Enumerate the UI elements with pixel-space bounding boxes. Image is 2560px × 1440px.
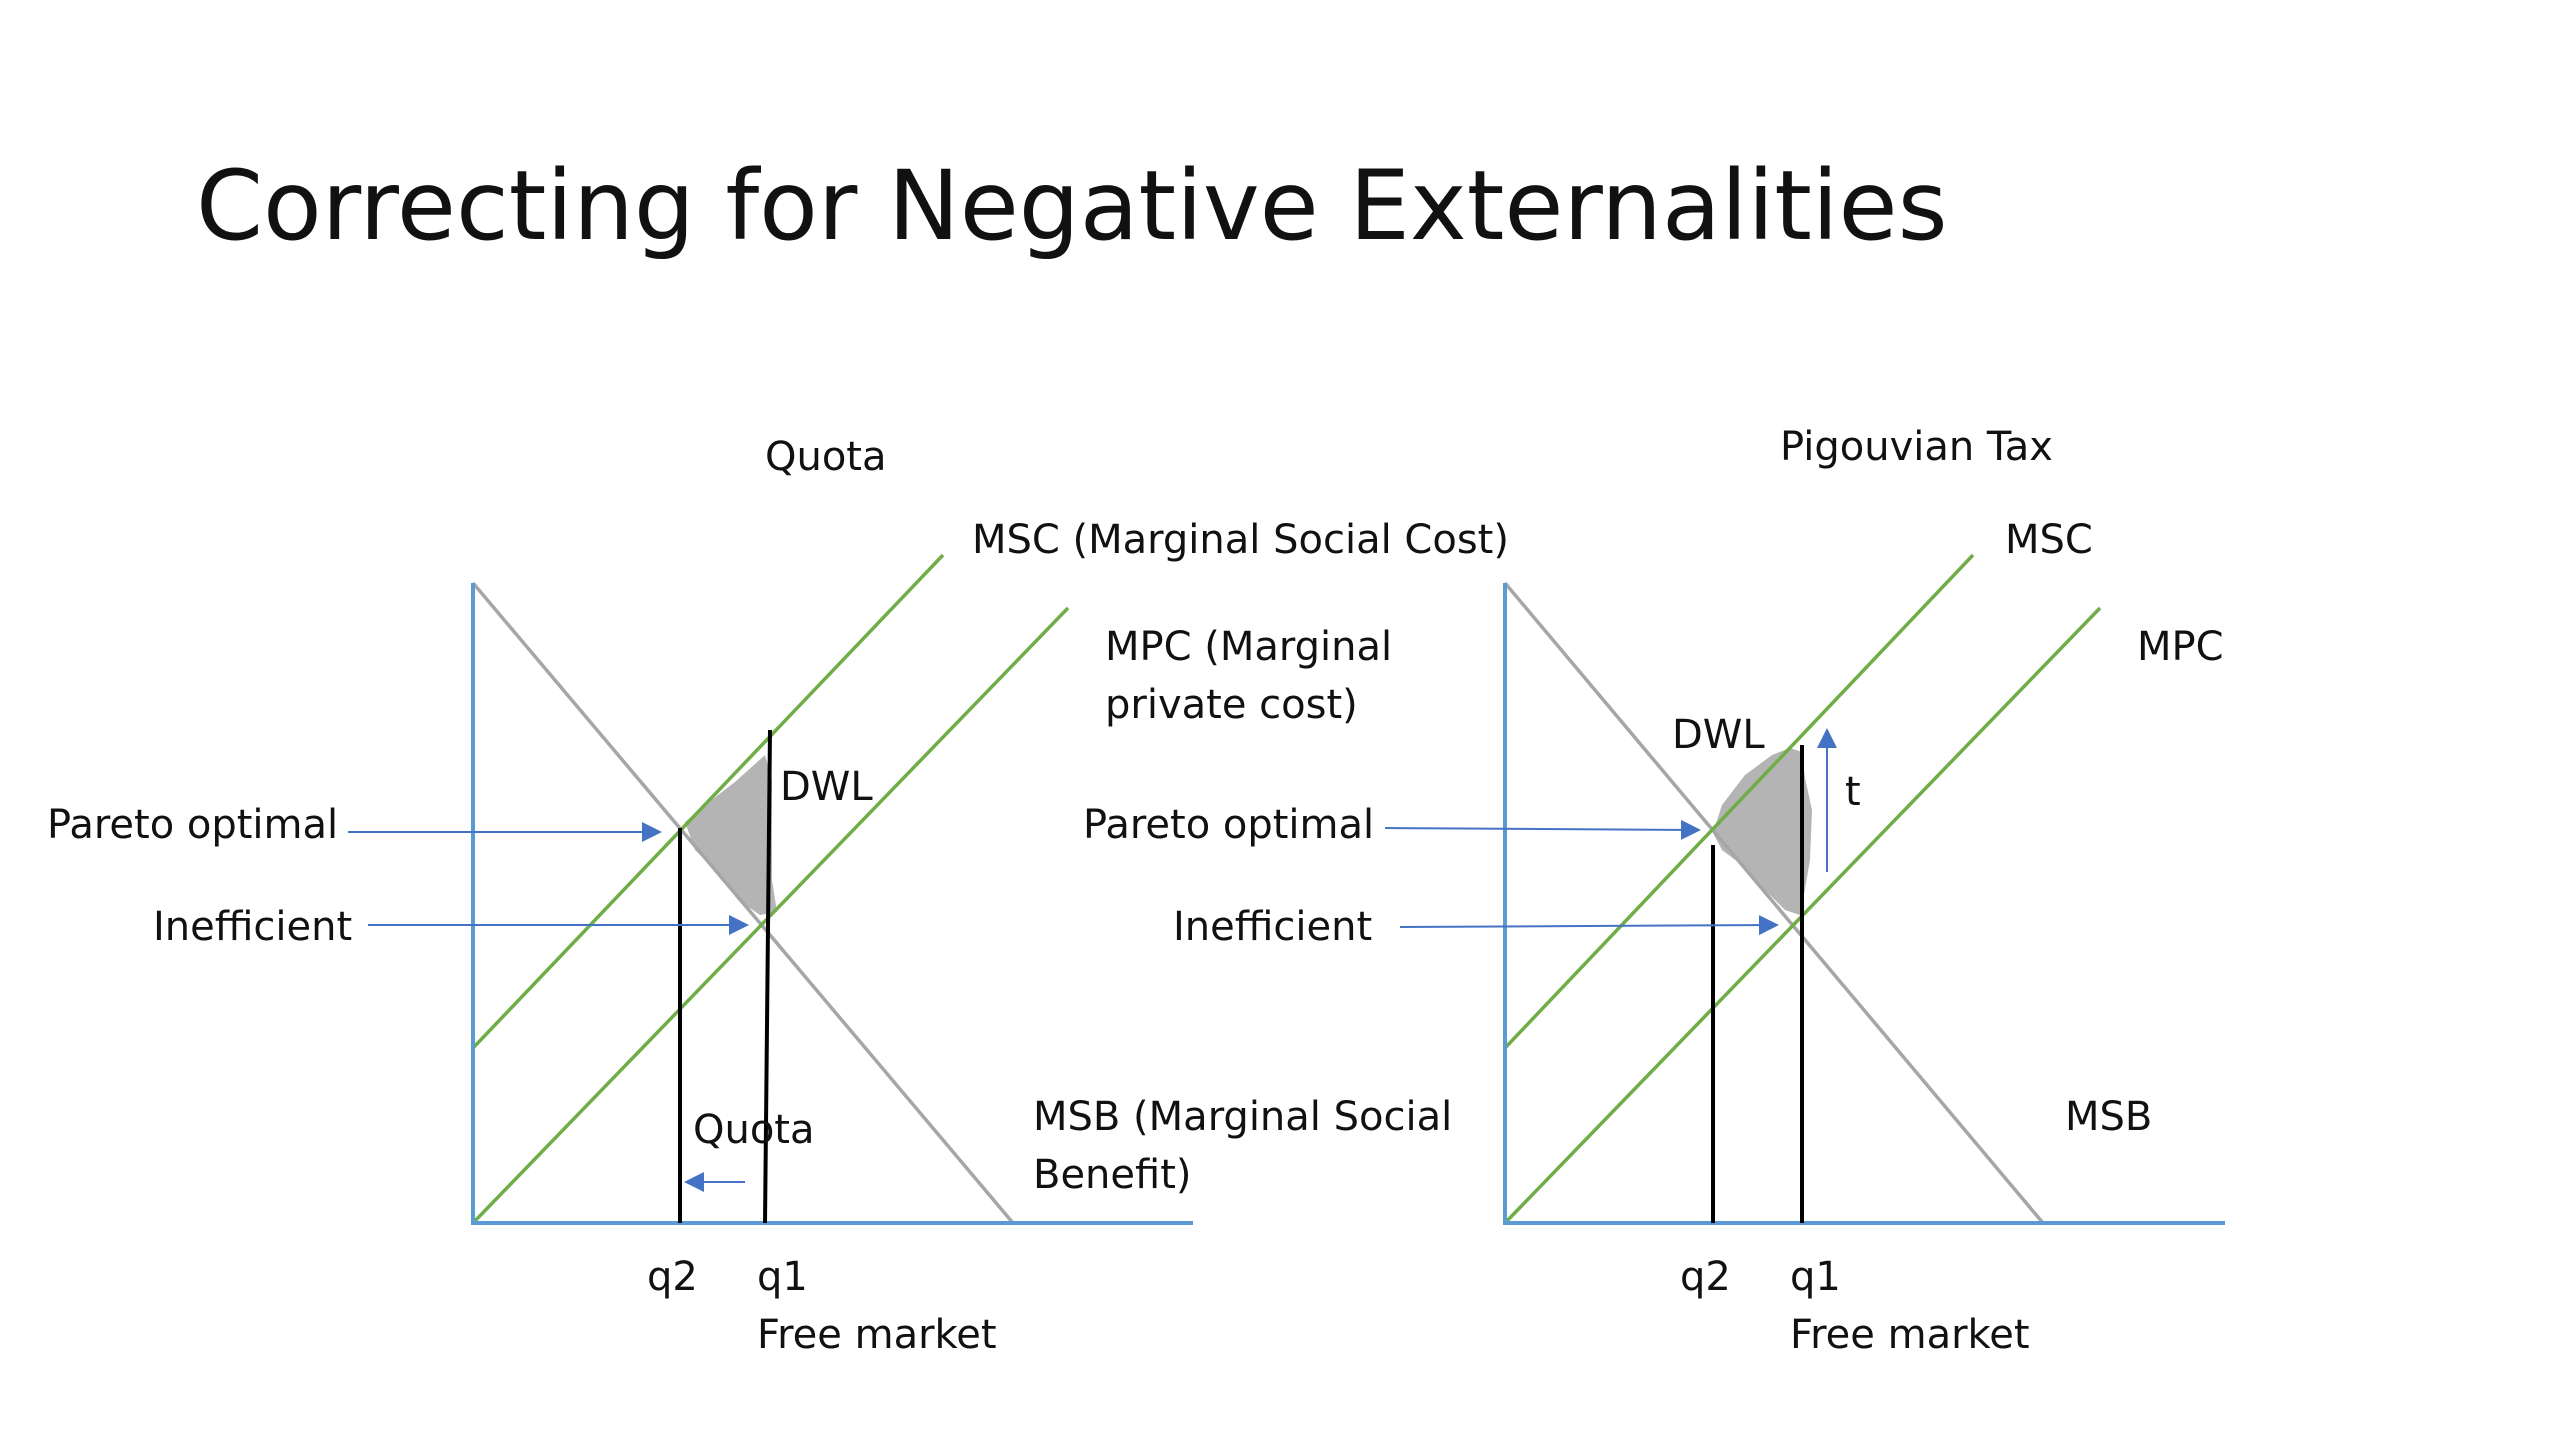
right-panel-heading: Pigouvian Tax bbox=[1780, 424, 2053, 470]
right-q1-label: q1 bbox=[1790, 1254, 1841, 1300]
pigouvian-tax-panel: Pigouvian Tax MSC MPC DWL t Pareto optim… bbox=[1083, 424, 2225, 1358]
right-msc-line bbox=[1503, 553, 1975, 1050]
left-q1-label: q1 bbox=[757, 1254, 808, 1300]
right-inefficient-label: Inefficient bbox=[1173, 904, 1372, 950]
left-msc-line bbox=[471, 553, 945, 1050]
right-msb-label: MSB bbox=[2065, 1094, 2152, 1140]
slide-title: Correcting for Negative Externalities bbox=[196, 150, 1948, 262]
left-dwl-label: DWL bbox=[780, 764, 873, 810]
left-mpc-line bbox=[471, 606, 1070, 1225]
left-free-market-label: Free market bbox=[757, 1312, 997, 1358]
right-dwl-label: DWL bbox=[1672, 712, 1765, 758]
left-pareto-label: Pareto optimal bbox=[47, 802, 338, 848]
left-q1-line bbox=[763, 729, 772, 1224]
left-inefficient-label: Inefficient bbox=[153, 904, 352, 950]
left-msb-line bbox=[471, 581, 1015, 1225]
left-msb-label-line2: Benefit) bbox=[1033, 1152, 1192, 1198]
left-msb-label-line1: MSB (Marginal Social bbox=[1033, 1094, 1452, 1140]
left-mpc-label-line2: private cost) bbox=[1105, 682, 1358, 728]
quota-panel: Quota MSC (Marginal Social Cost) MPC (Ma… bbox=[47, 434, 1509, 1358]
right-dwl-area bbox=[1713, 748, 1812, 915]
left-msc-label: MSC (Marginal Social Cost) bbox=[972, 517, 1509, 563]
right-msc-label: MSC bbox=[2005, 517, 2093, 563]
right-msb-line bbox=[1503, 581, 2045, 1225]
left-panel-heading: Quota bbox=[765, 434, 887, 480]
right-q2-label: q2 bbox=[1680, 1254, 1731, 1300]
left-mpc-label-line1: MPC (Marginal bbox=[1105, 624, 1392, 670]
right-tax-label: t bbox=[1845, 769, 1861, 815]
right-mpc-label: MPC bbox=[2137, 624, 2224, 670]
right-inefficient-arrow bbox=[1399, 915, 1779, 936]
left-dwl-area bbox=[685, 755, 777, 915]
right-pareto-arrow bbox=[1384, 819, 1701, 840]
right-pareto-label: Pareto optimal bbox=[1083, 802, 1374, 848]
left-q2-label: q2 bbox=[647, 1254, 698, 1300]
left-quota-label: Quota bbox=[693, 1107, 815, 1153]
right-free-market-label: Free market bbox=[1790, 1312, 2030, 1358]
